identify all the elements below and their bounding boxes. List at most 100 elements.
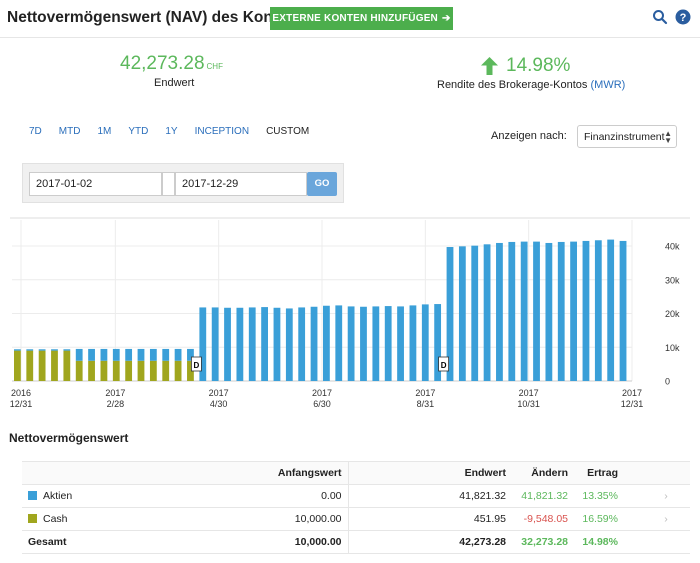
aktien-bar — [285, 308, 293, 381]
aktien-bar — [199, 307, 207, 381]
mwr-link[interactable]: (MWR) — [590, 79, 626, 91]
row-end: 41,821.32 — [348, 484, 514, 508]
x-tick-label: 6/30 — [313, 399, 331, 409]
aktien-bar — [224, 307, 231, 381]
x-tick-label: 2016 — [11, 388, 31, 398]
aktien-bar — [211, 307, 219, 381]
aktien-bar — [372, 306, 380, 381]
range-ytd[interactable]: YTD — [128, 126, 149, 137]
go-button[interactable]: GO — [307, 172, 337, 196]
x-tick-label: 4/30 — [210, 399, 228, 409]
y-tick-label: 30k — [665, 275, 680, 285]
cash-bar — [38, 350, 46, 381]
aktien-bar — [557, 241, 565, 381]
aktien-bar — [607, 239, 615, 381]
end-value-number: 42,273.28 — [120, 53, 205, 74]
range-inception[interactable]: INCEPTION — [194, 126, 250, 137]
return-value: 14.98% — [481, 55, 570, 77]
range-mtd[interactable]: MTD — [58, 126, 81, 137]
end-date-input[interactable]: 2017-12-29 — [175, 172, 307, 196]
chevron-right-icon[interactable]: › — [642, 507, 690, 531]
header-end: Endwert — [348, 461, 514, 485]
aktien-bar — [137, 348, 145, 361]
row-change: -9,548.05 — [514, 507, 576, 531]
add-external-accounts-label: EXTERNE KONTEN HINZUFÜGEN — [272, 13, 438, 24]
select-caret-icon: ▲ ▼ — [664, 129, 672, 145]
total-return: 14.98% — [576, 530, 642, 554]
aktien-swatch — [28, 491, 37, 500]
help-icon[interactable]: ? — [675, 9, 691, 25]
marker-box — [190, 356, 202, 372]
header-return: Ertrag — [576, 461, 642, 485]
chevron-right-icon[interactable]: › — [642, 484, 690, 508]
marker-box — [438, 356, 450, 372]
cash-bar — [112, 360, 120, 381]
aktien-bar — [471, 245, 479, 381]
cash-bar — [162, 360, 170, 381]
aktien-bar — [75, 348, 83, 361]
x-tick-label: 2017 — [105, 388, 125, 398]
row-name: Aktien — [43, 490, 73, 502]
total-end: 42,273.28 — [348, 530, 514, 554]
currency-label: CHF — [206, 62, 223, 71]
row-return: 16.59% — [576, 507, 642, 531]
display-by-value: Finanzinstrument — [584, 131, 665, 143]
nav-chart: 40k 30k 20k 10k 0 2016 12/31 2017 2/28 2017 4/30 20… — [0, 216, 700, 411]
aktien-bar — [100, 348, 108, 361]
aktien-bar — [533, 241, 540, 381]
aktien-bar — [273, 307, 281, 381]
aktien-bar — [384, 306, 392, 381]
total-name: Gesamt — [22, 530, 108, 554]
search-icon[interactable] — [652, 9, 668, 25]
x-tick-label: 10/31 — [517, 399, 540, 409]
aktien-bar — [149, 348, 157, 361]
return-label-text: Rendite des Brokerage-Kontos — [437, 79, 588, 91]
aktien-bar — [335, 305, 343, 381]
add-external-accounts-button[interactable]: EXTERNE KONTEN HINZUFÜGEN ➔ — [270, 7, 453, 30]
start-date-input[interactable]: 2017-01-02 — [29, 172, 162, 196]
table-header-row: Anfangswert Endwert Ändern Ertrag — [22, 461, 690, 485]
x-tick-label: 2017 — [519, 388, 539, 398]
date-separator — [162, 172, 175, 196]
row-return: 13.35% — [576, 484, 642, 508]
date-filter: 2017-01-02 2017-12-29 GO — [22, 163, 344, 203]
range-1y[interactable]: 1Y — [165, 126, 178, 137]
x-tick-label: 12/31 — [621, 399, 644, 409]
range-selector: 7D MTD 1M YTD 1Y INCEPTION CUSTOM — [29, 126, 326, 137]
range-custom[interactable]: CUSTOM — [266, 126, 310, 137]
aktien-bar — [187, 348, 194, 361]
range-7d[interactable]: 7D — [29, 126, 42, 137]
aktien-bar — [434, 304, 442, 381]
cash-bar — [137, 360, 145, 381]
cash-bar — [125, 360, 133, 381]
page-title: Nettovermögenswert (NAV) des Kontos — [7, 9, 297, 26]
aktien-bar — [360, 306, 367, 381]
nav-chart-svg: 40k30k20k10k0201612/3120172/2820174/3020… — [10, 217, 690, 409]
cash-bar — [75, 360, 83, 381]
range-1m[interactable]: 1M — [97, 126, 112, 137]
end-value-label: Endwert — [154, 77, 195, 89]
table-row[interactable]: Aktien 0.00 41,821.32 41,821.32 13.35% › — [22, 484, 690, 508]
table-total-row: Gesamt 10,000.00 42,273.28 32,273.28 14.… — [22, 530, 690, 554]
aktien-bar — [347, 306, 355, 381]
table-row[interactable]: Cash 10,000.00 451.95 -9,548.05 16.59% › — [22, 507, 690, 531]
aktien-bar — [14, 349, 21, 351]
y-tick-label: 10k — [665, 343, 680, 353]
x-tick-label: 8/31 — [417, 399, 435, 409]
marker-label: D — [194, 361, 200, 370]
aktien-bar — [26, 349, 34, 351]
aktien-bar — [236, 307, 244, 381]
cash-bar — [63, 350, 71, 381]
aktien-bar — [51, 349, 58, 351]
aktien-bar — [520, 241, 528, 381]
cash-bar — [187, 360, 194, 381]
aktien-bar — [112, 348, 120, 361]
display-by-select[interactable]: Finanzinstrument ▲ ▼ — [577, 125, 677, 148]
cash-bar — [149, 360, 157, 381]
row-change: 41,821.32 — [514, 484, 576, 508]
aktien-bar — [261, 307, 268, 381]
aktien-bar — [619, 240, 627, 381]
cash-bar — [88, 360, 95, 381]
return-label: Rendite des Brokerage-Kontos (MWR) — [437, 79, 625, 91]
aktien-bar — [496, 242, 503, 381]
